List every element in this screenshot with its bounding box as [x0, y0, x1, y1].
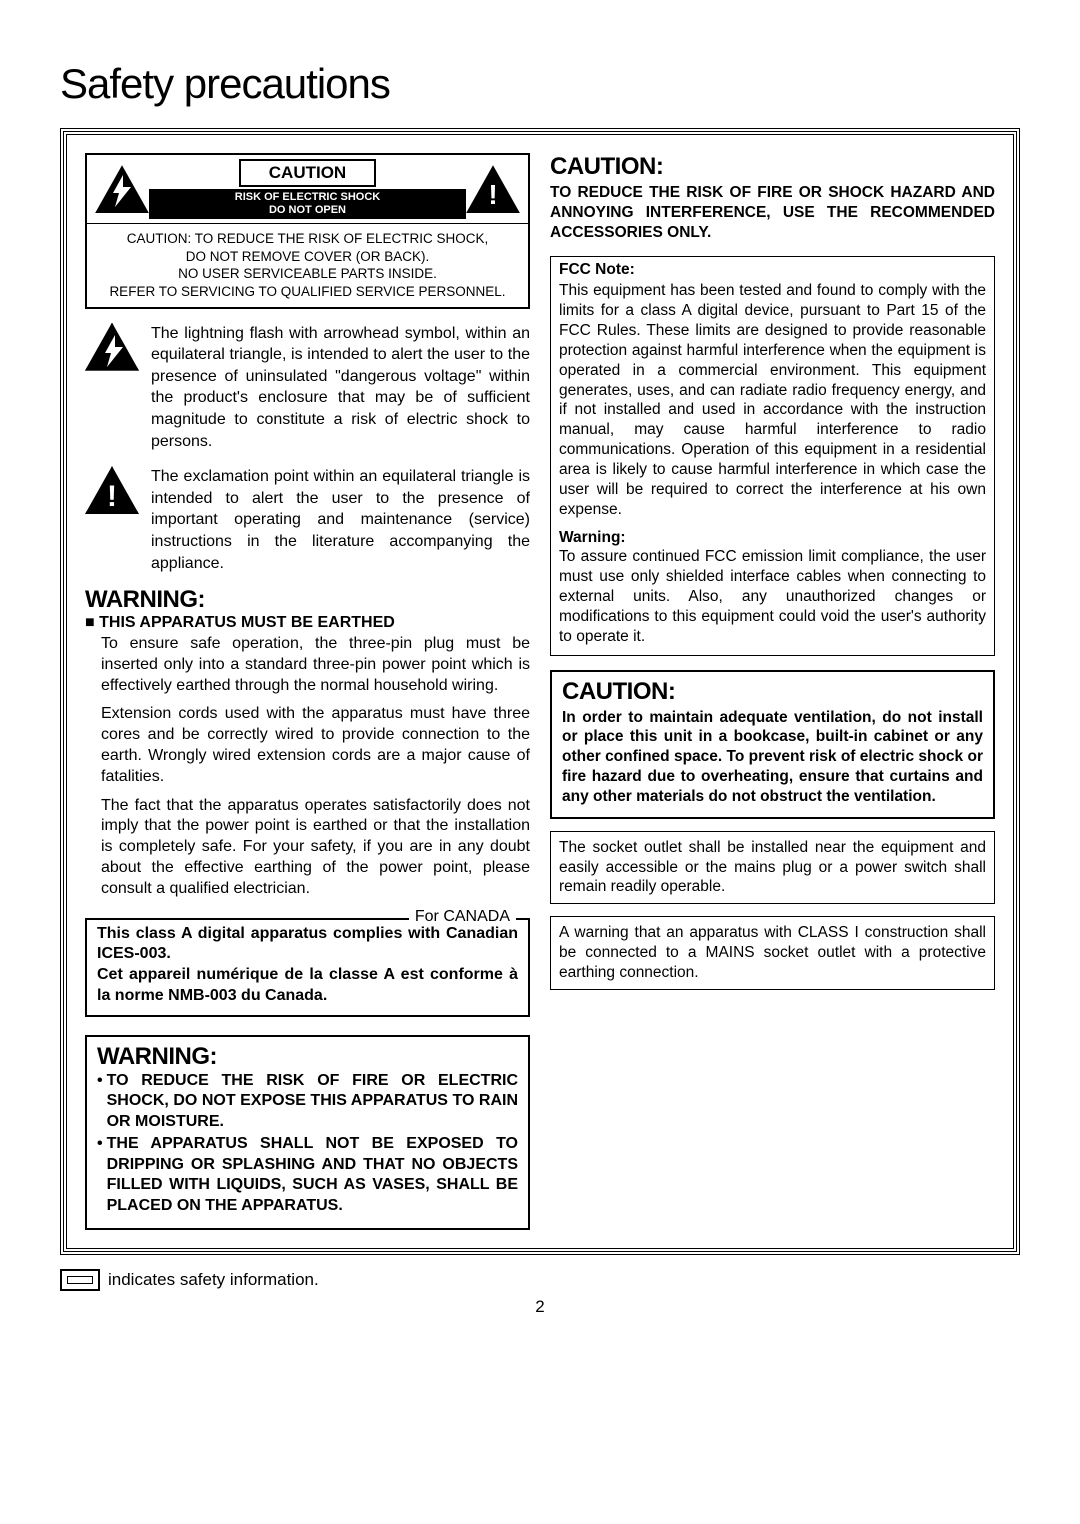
right-column: CAUTION: TO REDUCE THE RISK OF FIRE OR S… — [550, 153, 995, 1230]
warning-head-1: WARNING: — [85, 586, 530, 614]
safety-info-icon — [60, 1269, 100, 1291]
caution-label-box: CAUTION RISK OF ELECTRIC SHOCK DO NOT OP… — [85, 153, 530, 309]
warning2-b1-text: TO REDUCE THE RISK OF FIRE OR ELECTRIC S… — [107, 1071, 518, 1132]
canada-legend: For CANADA — [409, 908, 516, 926]
page-title: Safety precautions — [60, 60, 1020, 108]
caution2-text: TO REDUCE THE RISK OF FIRE OR SHOCK HAZA… — [550, 183, 995, 242]
caution-label: CAUTION — [239, 159, 376, 187]
caution-body-2: DO NOT REMOVE COVER (OR BACK). — [95, 248, 520, 266]
caution-body-4: REFER TO SERVICING TO QUALIFIED SERVICE … — [95, 283, 520, 301]
page-number: 2 — [60, 1297, 1020, 1317]
fcc-warn-body: To assure continued FCC emission limit c… — [559, 547, 986, 646]
exclaim-text: The exclamation point within an equilate… — [151, 466, 530, 574]
warning2-b2-text: THE APPARATUS SHALL NOT BE EXPOSED TO DR… — [107, 1134, 518, 1216]
warning1-p2: Extension cords used with the apparatus … — [101, 704, 530, 787]
lightning-triangle-icon — [95, 165, 149, 213]
fcc-title: FCC Note: — [559, 261, 986, 279]
canada-line1: This class A digital apparatus complies … — [97, 924, 518, 966]
fcc-warn-title: Warning: — [559, 529, 986, 547]
exclaim-triangle-icon: ! — [466, 165, 520, 213]
caution-head-3: CAUTION: — [562, 678, 983, 706]
class1-box: A warning that an apparatus with CLASS I… — [550, 916, 995, 989]
canada-line2: Cet appareil numérique de la classe A es… — [97, 965, 518, 1007]
caution-body: CAUTION: TO REDUCE THE RISK OF ELECTRIC … — [87, 223, 528, 306]
footer-text: indicates safety information. — [108, 1270, 319, 1290]
fcc-body: This equipment has been tested and found… — [559, 281, 986, 519]
lightning-text: The lightning flash with arrowhead symbo… — [151, 323, 530, 453]
lightning-icon — [85, 323, 139, 371]
risk-line2: DO NOT OPEN — [159, 204, 456, 217]
warning-box-2: WARNING: • TO REDUCE THE RISK OF FIRE OR… — [85, 1035, 530, 1230]
fcc-box: FCC Note: This equipment has been tested… — [550, 256, 995, 655]
warning2-bullet2: • THE APPARATUS SHALL NOT BE EXPOSED TO … — [97, 1134, 518, 1216]
left-column: CAUTION RISK OF ELECTRIC SHOCK DO NOT OP… — [85, 153, 530, 1230]
lightning-explain-row: The lightning flash with arrowhead symbo… — [85, 323, 530, 453]
warning-head-2: WARNING: — [97, 1043, 518, 1071]
warning1-p3: The fact that the apparatus operates sat… — [101, 796, 530, 900]
caution3-text: In order to maintain adequate ventilatio… — [562, 708, 983, 807]
content-frame: CAUTION RISK OF ELECTRIC SHOCK DO NOT OP… — [60, 128, 1020, 1255]
caution-body-3: NO USER SERVICEABLE PARTS INSIDE. — [95, 265, 520, 283]
warning1-p1: To ensure safe operation, the three-pin … — [101, 634, 530, 696]
exclaim-explain-row: ! The exclamation point within an equila… — [85, 466, 530, 574]
footer-row: indicates safety information. — [60, 1269, 1020, 1291]
caution-box-3: CAUTION: In order to maintain adequate v… — [550, 670, 995, 819]
exclaim-icon: ! — [85, 466, 139, 514]
caution-head-2: CAUTION: — [550, 153, 995, 181]
risk-line1: RISK OF ELECTRIC SHOCK — [159, 191, 456, 204]
socket-box: The socket outlet shall be installed nea… — [550, 831, 995, 904]
warning2-bullet1: • TO REDUCE THE RISK OF FIRE OR ELECTRIC… — [97, 1071, 518, 1132]
risk-box: RISK OF ELECTRIC SHOCK DO NOT OPEN — [149, 189, 466, 219]
warning-sub-earth: ■ THIS APPARATUS MUST BE EARTHED — [85, 614, 530, 632]
canada-box: For CANADA This class A digital apparatu… — [85, 918, 530, 1017]
caution-body-1: CAUTION: TO REDUCE THE RISK OF ELECTRIC … — [95, 230, 520, 248]
